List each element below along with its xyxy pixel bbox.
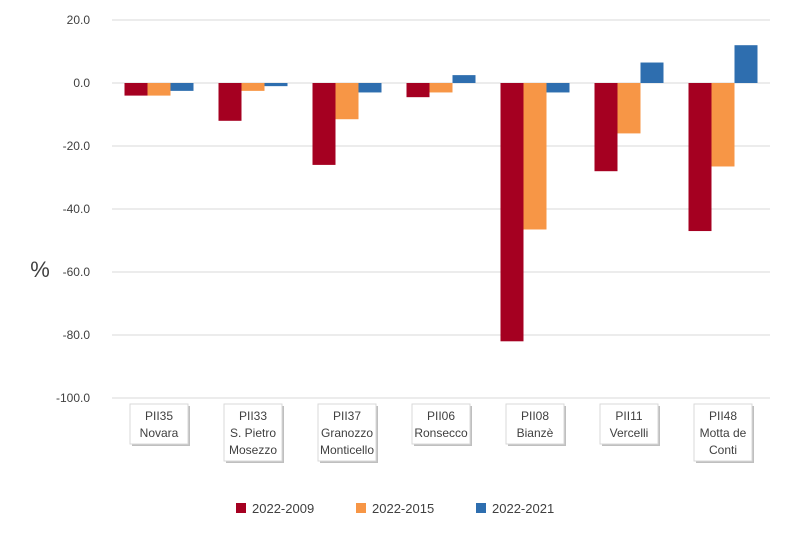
bar-2022-2021: [546, 83, 570, 93]
category-label-box: [223, 403, 283, 462]
category-name-label: Vercelli: [610, 426, 649, 440]
legend-swatch: [476, 503, 486, 513]
bar-2022-2009: [688, 83, 712, 232]
bar-2022-2015: [617, 83, 641, 134]
bar-2022-2009: [218, 83, 242, 121]
category-name-label: Ronsecco: [414, 426, 468, 440]
y-axis-label: %: [30, 257, 50, 282]
bar-2022-2015: [429, 83, 453, 93]
y-tick-label: -20.0: [63, 139, 91, 153]
category-name-label: Bianzè: [517, 426, 554, 440]
bar-2022-2021: [264, 83, 288, 87]
y-tick-label: -100.0: [56, 391, 90, 405]
category-name-label: Monticello: [320, 443, 374, 457]
category-name-label: Motta de: [700, 426, 747, 440]
category-code-label: PII33: [239, 409, 267, 423]
bar-2022-2021: [358, 83, 382, 93]
category-name-label: Conti: [709, 443, 737, 457]
bar-2022-2021: [640, 62, 664, 83]
bar-2022-2009: [594, 83, 618, 172]
bar-2022-2015: [147, 83, 171, 96]
bar-2022-2009: [406, 83, 430, 98]
category-label-box: [411, 403, 471, 445]
y-tick-label: -40.0: [63, 202, 91, 216]
gridlines: [112, 19, 770, 399]
bar-2022-2021: [452, 75, 476, 83]
bar-2022-2015: [523, 83, 547, 230]
y-axis-ticks: 20.0 0.0 -20.0 -40.0 -60.0 -80.0 -100.0: [56, 13, 90, 405]
category-code-label: PII48: [709, 409, 737, 423]
bar-2022-2015: [711, 83, 735, 167]
y-tick-label: -60.0: [63, 265, 91, 279]
category-code-label: PII06: [427, 409, 455, 423]
bar-2022-2015: [241, 83, 265, 91]
category-label-box: [505, 403, 565, 445]
legend-label: 2022-2009: [252, 501, 314, 516]
category-code-label: PII11: [615, 409, 642, 423]
bar-2022-2021: [170, 83, 194, 91]
legend-swatch: [356, 503, 366, 513]
category-label-box: [599, 403, 659, 445]
legend-swatch: [236, 503, 246, 513]
y-tick-label: -80.0: [63, 328, 91, 342]
y-tick-label: 20.0: [67, 13, 91, 27]
category-name-label: Mosezzo: [229, 443, 277, 457]
category-name-label: Novara: [140, 426, 179, 440]
category-labels: PII35 Novara PII33 S. Pietro Mosezzo PII37 Gra…: [129, 403, 754, 463]
category-label-box: [693, 403, 753, 462]
y-tick-label: 0.0: [73, 76, 90, 90]
category-name-label: S. Pietro: [230, 426, 276, 440]
category-label-box: [129, 403, 189, 445]
category-name-label: Granozzo: [321, 426, 373, 440]
legend: 2022-2009 2022-2015 2022-2021: [236, 501, 554, 516]
category-code-label: PII37: [333, 409, 361, 423]
bar-2022-2009: [312, 83, 336, 165]
category-code-label: PII08: [521, 409, 549, 423]
category-label-box: [317, 403, 377, 462]
bar-2022-2015: [335, 83, 359, 120]
legend-label: 2022-2021: [492, 501, 554, 516]
bar-2022-2009: [500, 83, 524, 342]
bar-2022-2009: [124, 83, 148, 96]
category-code-label: PII35: [145, 409, 173, 423]
bar-2022-2021: [734, 45, 758, 83]
legend-label: 2022-2015: [372, 501, 434, 516]
bars: [124, 45, 758, 342]
